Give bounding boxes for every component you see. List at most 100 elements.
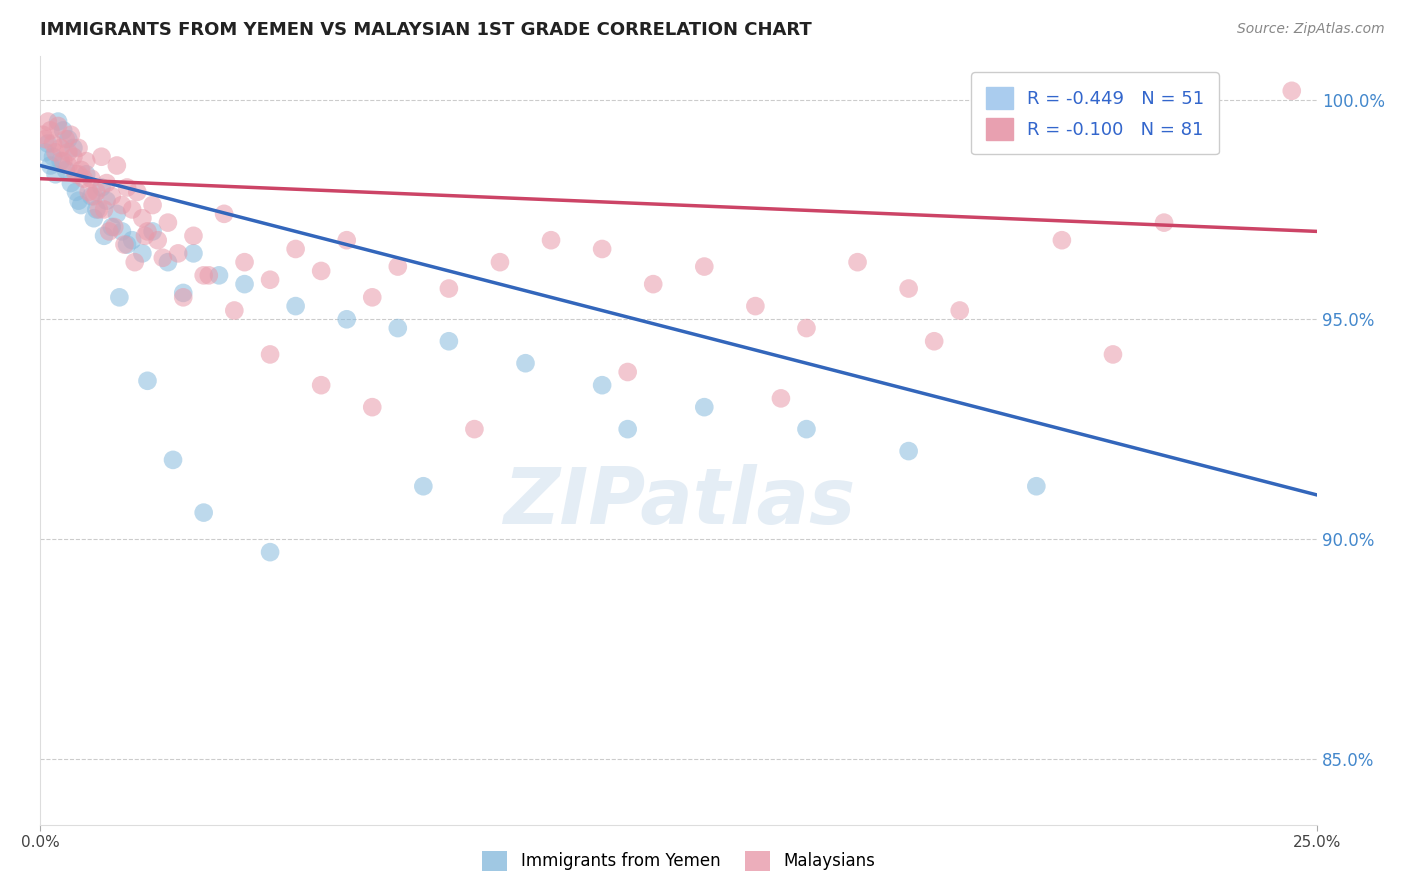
Point bbox=[131, 246, 153, 260]
Point bbox=[146, 233, 169, 247]
Point bbox=[121, 202, 143, 217]
Point bbox=[193, 268, 215, 283]
Point bbox=[131, 211, 153, 226]
Point bbox=[58, 132, 80, 146]
Point bbox=[70, 162, 93, 177]
Point bbox=[65, 167, 87, 181]
Point bbox=[87, 202, 110, 217]
Point bbox=[70, 198, 93, 212]
Point bbox=[361, 400, 384, 414]
Point bbox=[100, 220, 122, 235]
Point bbox=[1102, 347, 1125, 361]
Point bbox=[412, 479, 434, 493]
Point bbox=[1281, 84, 1303, 98]
Point bbox=[616, 365, 638, 379]
Point bbox=[142, 224, 165, 238]
Point bbox=[796, 321, 818, 335]
Point bbox=[233, 255, 256, 269]
Point bbox=[136, 374, 159, 388]
Point bbox=[183, 246, 205, 260]
Point bbox=[37, 136, 59, 151]
Point bbox=[437, 334, 460, 349]
Point bbox=[46, 119, 69, 133]
Point bbox=[796, 422, 818, 436]
Point bbox=[387, 321, 409, 335]
Point bbox=[142, 198, 165, 212]
Point bbox=[124, 255, 146, 269]
Point bbox=[39, 123, 62, 137]
Point bbox=[39, 159, 62, 173]
Point bbox=[115, 180, 138, 194]
Point bbox=[83, 211, 105, 226]
Point bbox=[134, 228, 156, 243]
Point bbox=[114, 237, 136, 252]
Point bbox=[34, 145, 56, 160]
Point bbox=[121, 233, 143, 247]
Point bbox=[55, 132, 77, 146]
Point bbox=[616, 422, 638, 436]
Point bbox=[437, 281, 460, 295]
Point bbox=[259, 347, 281, 361]
Point bbox=[37, 114, 59, 128]
Point bbox=[463, 422, 485, 436]
Point bbox=[769, 392, 792, 406]
Point bbox=[1050, 233, 1073, 247]
Point bbox=[193, 506, 215, 520]
Point bbox=[152, 251, 174, 265]
Point bbox=[67, 194, 90, 208]
Point bbox=[591, 242, 613, 256]
Point bbox=[111, 224, 134, 238]
Point bbox=[90, 150, 112, 164]
Point bbox=[67, 167, 90, 181]
Text: Source: ZipAtlas.com: Source: ZipAtlas.com bbox=[1237, 22, 1385, 37]
Point bbox=[922, 334, 945, 349]
Point bbox=[336, 312, 359, 326]
Legend: Immigrants from Yemen, Malaysians: Immigrants from Yemen, Malaysians bbox=[475, 844, 882, 878]
Point bbox=[156, 255, 179, 269]
Point bbox=[167, 246, 190, 260]
Point bbox=[46, 114, 69, 128]
Point bbox=[83, 189, 105, 203]
Point bbox=[49, 141, 72, 155]
Point bbox=[1153, 216, 1175, 230]
Point bbox=[65, 185, 87, 199]
Point bbox=[336, 233, 359, 247]
Point bbox=[156, 216, 179, 230]
Point bbox=[136, 224, 159, 238]
Point bbox=[744, 299, 766, 313]
Point bbox=[59, 128, 82, 142]
Point bbox=[693, 260, 716, 274]
Point bbox=[224, 303, 246, 318]
Point bbox=[309, 264, 332, 278]
Point bbox=[93, 202, 115, 217]
Point bbox=[58, 145, 80, 160]
Point bbox=[58, 159, 80, 173]
Point bbox=[62, 150, 84, 164]
Point bbox=[49, 154, 72, 169]
Point bbox=[387, 260, 409, 274]
Point bbox=[846, 255, 869, 269]
Point bbox=[643, 277, 665, 292]
Point bbox=[111, 198, 134, 212]
Point bbox=[96, 194, 118, 208]
Point bbox=[197, 268, 219, 283]
Point bbox=[489, 255, 512, 269]
Point bbox=[52, 154, 75, 169]
Point bbox=[309, 378, 332, 392]
Point bbox=[59, 176, 82, 190]
Point bbox=[96, 176, 118, 190]
Point bbox=[897, 444, 920, 458]
Point bbox=[212, 207, 235, 221]
Point bbox=[172, 290, 194, 304]
Point bbox=[34, 132, 56, 146]
Point bbox=[72, 171, 94, 186]
Point bbox=[127, 185, 149, 199]
Point bbox=[591, 378, 613, 392]
Point bbox=[183, 228, 205, 243]
Point bbox=[42, 136, 65, 151]
Text: IMMIGRANTS FROM YEMEN VS MALAYSIAN 1ST GRADE CORRELATION CHART: IMMIGRANTS FROM YEMEN VS MALAYSIAN 1ST G… bbox=[41, 21, 811, 39]
Point bbox=[259, 545, 281, 559]
Point bbox=[693, 400, 716, 414]
Point bbox=[105, 159, 128, 173]
Point bbox=[897, 281, 920, 295]
